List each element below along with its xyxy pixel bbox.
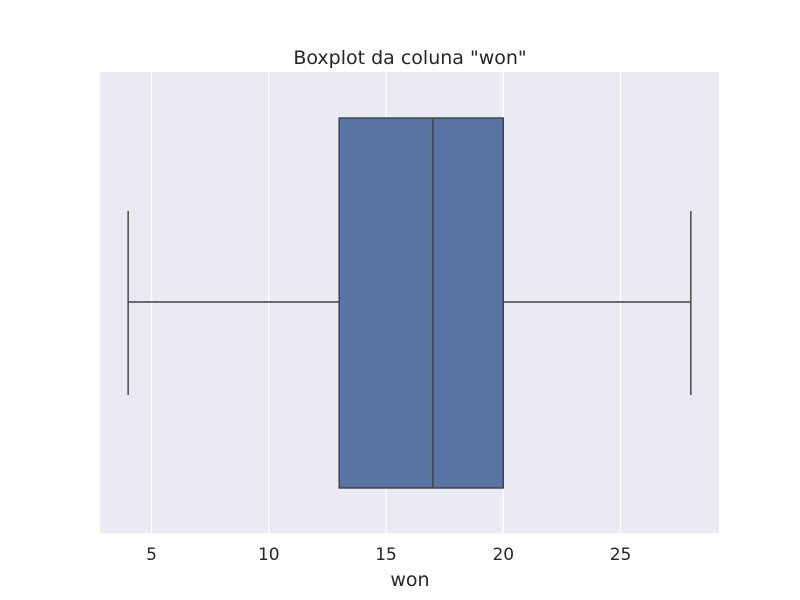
interquartile-box	[338, 117, 504, 489]
x-tick-label-25: 25	[610, 545, 632, 565]
x-tick-labels: 5 10 15 20 25	[146, 545, 631, 565]
boxplot-box-group	[127, 117, 692, 489]
x-axis-label: won	[390, 569, 429, 591]
chart-title: Boxplot da coluna "won"	[293, 47, 526, 69]
x-tick-label-15: 15	[375, 545, 397, 565]
x-tick-label-20: 20	[492, 545, 514, 565]
x-tick-label-10: 10	[258, 545, 280, 565]
x-tick-label-5: 5	[146, 545, 157, 565]
